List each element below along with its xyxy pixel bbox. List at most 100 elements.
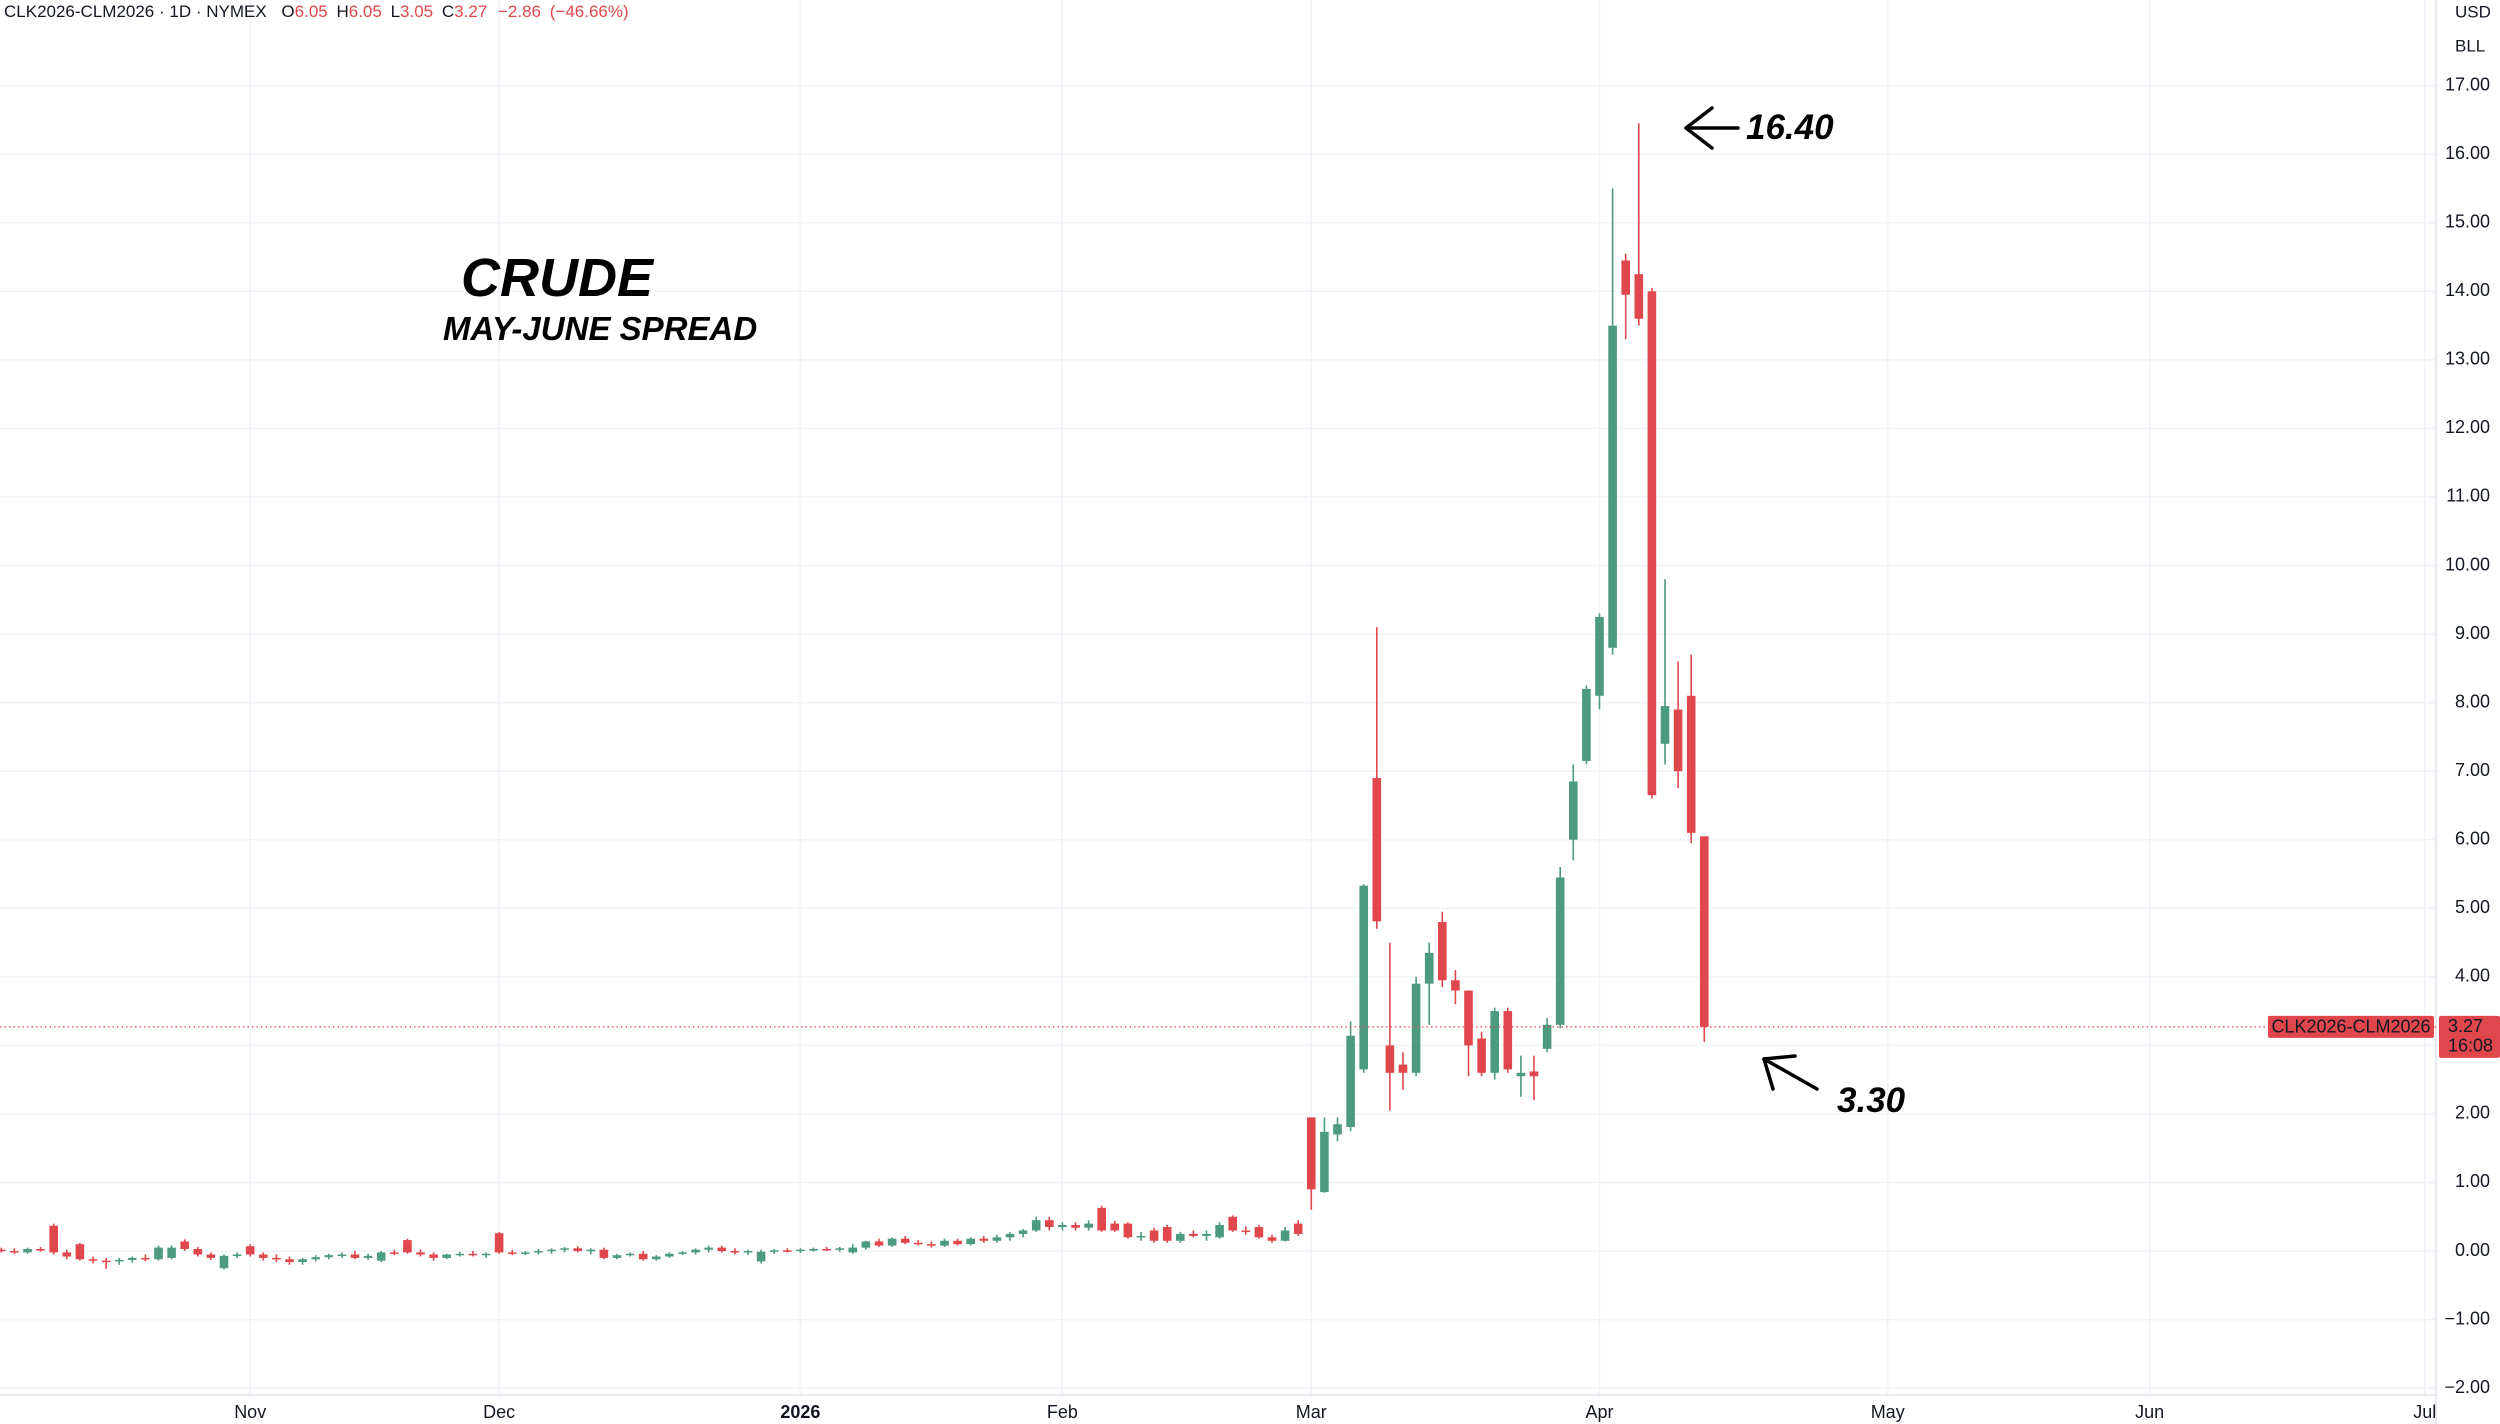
candle-body	[1293, 1223, 1303, 1234]
candle-body	[1542, 1024, 1552, 1049]
candle-body	[796, 1249, 805, 1252]
candle-body	[1608, 325, 1617, 648]
candle-body	[1686, 695, 1696, 833]
candle-body	[1503, 1011, 1513, 1070]
y-tick-label: 9.00	[2455, 623, 2490, 643]
candle-body	[403, 1240, 412, 1253]
candle-body	[180, 1241, 189, 1249]
candle-body	[36, 1248, 45, 1251]
candle-body	[1267, 1237, 1277, 1241]
candle-body	[822, 1248, 831, 1251]
x-tick-label: Nov	[234, 1402, 266, 1422]
y-tick-label: 14.00	[2445, 280, 2490, 300]
candle-body	[481, 1253, 491, 1256]
candle-body	[272, 1257, 281, 1260]
candle-body	[979, 1238, 989, 1241]
candle-body	[1333, 1124, 1342, 1135]
x-tick-label: Apr	[1585, 1402, 1613, 1422]
ohlc-key: H	[336, 2, 348, 21]
candle-body	[219, 1255, 229, 1269]
candle-body	[468, 1253, 478, 1256]
x-tick-label: Dec	[483, 1402, 515, 1422]
candle-body	[1595, 616, 1604, 696]
candle-body	[1280, 1230, 1290, 1241]
candle-body	[1700, 836, 1709, 1027]
candle-body	[311, 1257, 320, 1260]
candle-body	[730, 1251, 740, 1253]
ohlc-key: L	[391, 2, 400, 21]
annotation-last: 3.30	[1837, 1081, 1906, 1120]
candle-body	[376, 1252, 386, 1261]
candle-body	[1516, 1072, 1526, 1077]
candle-body	[1451, 980, 1460, 991]
candle-body	[1438, 922, 1447, 981]
candle-body	[966, 1238, 975, 1245]
candle-body	[114, 1259, 124, 1262]
candle-body	[665, 1253, 674, 1257]
candle-body	[1647, 291, 1657, 796]
candle-body	[363, 1255, 373, 1258]
x-tick-label: Jul	[2413, 1402, 2436, 1422]
candle-body	[285, 1259, 294, 1263]
candle-body	[1320, 1131, 1329, 1193]
x-tick-label: Feb	[1047, 1402, 1078, 1422]
y-tick-label: −1.00	[2444, 1308, 2490, 1328]
candle-body	[494, 1233, 504, 1253]
candle-body	[835, 1248, 844, 1250]
chart-header: CLK2026-CLM2026 · 1D · NYMEX O6.05 H6.05…	[4, 2, 629, 21]
candle-body	[927, 1244, 936, 1246]
candle-body	[1005, 1233, 1015, 1238]
candle-body	[1634, 274, 1644, 319]
candle-body	[599, 1249, 609, 1258]
candle-body	[521, 1252, 530, 1254]
candle-body	[167, 1247, 176, 1258]
y-tick-label: 15.00	[2445, 212, 2490, 232]
candle-body	[141, 1257, 150, 1260]
candle-body	[547, 1249, 556, 1252]
candle-body	[1228, 1216, 1237, 1231]
candle-body	[1097, 1207, 1106, 1231]
candle-body	[1241, 1230, 1251, 1232]
candle-body	[10, 1251, 19, 1253]
candle-body	[390, 1252, 399, 1254]
ohlc-value: 6.05	[295, 2, 328, 21]
change-percent: (−46.66%)	[550, 2, 629, 21]
x-tick-label: 2026	[780, 1402, 820, 1422]
candles	[0, 123, 2436, 1270]
series-price-label: CLK2026-CLM2026	[2271, 1017, 2430, 1037]
candle-body	[992, 1237, 1002, 1241]
candle-body	[1136, 1235, 1146, 1238]
candle-body	[625, 1253, 635, 1256]
candle-body	[691, 1249, 700, 1253]
candle-body	[586, 1249, 596, 1252]
candle-body	[1398, 1064, 1408, 1073]
candle-body	[49, 1225, 58, 1253]
candle-body	[101, 1260, 111, 1263]
candle-body	[769, 1250, 779, 1252]
candle-body	[193, 1248, 203, 1255]
candle-body	[848, 1247, 858, 1253]
change: −2.86	[498, 2, 541, 21]
candle-body	[756, 1251, 766, 1262]
candle-body	[350, 1254, 360, 1258]
candle-body	[1673, 709, 1683, 772]
candle-body	[1031, 1220, 1041, 1231]
ohlc-value: 3.05	[400, 2, 433, 21]
candle-body	[298, 1259, 307, 1263]
candle-body	[1149, 1230, 1159, 1241]
candle-body	[1071, 1224, 1080, 1228]
candle-body	[1123, 1223, 1133, 1238]
candle-body	[861, 1241, 871, 1248]
candle-body	[1176, 1233, 1185, 1241]
candle-body	[573, 1248, 582, 1252]
candle-body	[612, 1255, 622, 1258]
candle-body	[914, 1242, 923, 1245]
candle-body	[1254, 1227, 1264, 1238]
candle-body	[88, 1259, 98, 1261]
candle-body	[1529, 1071, 1539, 1077]
ohlc-value: 3.27	[454, 2, 487, 21]
y-tick-label: 0.00	[2455, 1240, 2490, 1260]
candle-body	[259, 1254, 268, 1258]
